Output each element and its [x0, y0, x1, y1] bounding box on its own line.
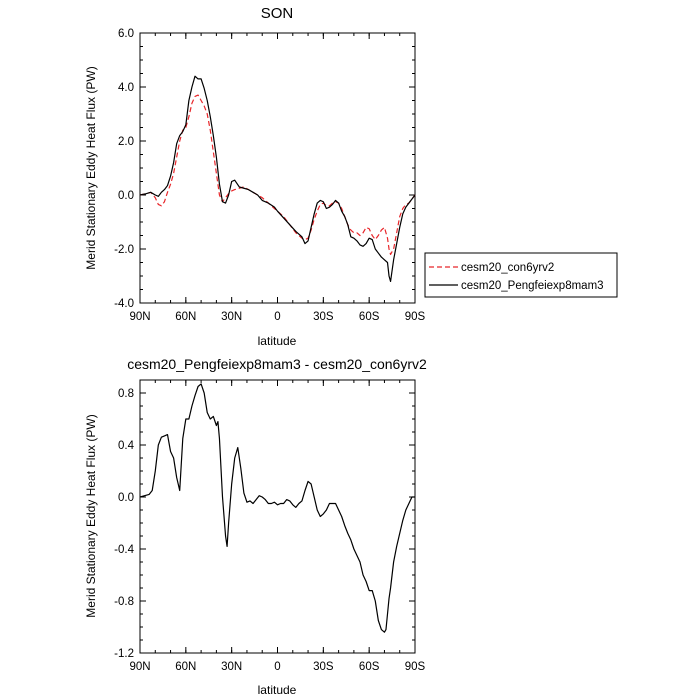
y-tick-label: -2.0 [114, 244, 134, 256]
y-tick-label: 6.0 [118, 28, 134, 40]
legend-label-pengfei: cesm20_Pengfeiexp8mam3 [461, 280, 604, 292]
y-tick-label: -0.4 [114, 544, 134, 556]
legend-label-con6yrv2: cesm20_con6yrv2 [461, 262, 554, 274]
x-tick-label: 30N [221, 311, 242, 323]
series-line-0 [139, 94, 416, 255]
legend: cesm20_con6yrv2 cesm20_Pengfeiexp8mam3 [424, 252, 618, 298]
panel-bottom: cesm20_Pengfeiexp8mam3 - cesm20_con6yrv2… [84, 356, 427, 697]
x-tick-label: 0 [274, 311, 280, 323]
y-tick-label: 2.0 [118, 136, 134, 148]
y-tick-label: 4.0 [118, 82, 134, 94]
x-tick-label: 60N [175, 311, 196, 323]
plot-frame [139, 32, 416, 304]
x-axis-label: latitude [258, 334, 297, 348]
y-axis: -1.2 -0.8 -0.4 0.0 0.4 0.8 [114, 379, 415, 660]
y-axis-label: Merid Stationary Eddy Heat Flux (PW) [84, 66, 98, 269]
y-tick-label: -0.8 [114, 596, 134, 608]
plot-frame [139, 379, 416, 654]
series-group [139, 75, 416, 282]
x-tick-label: 30S [313, 311, 334, 323]
chart-title: cesm20_Pengfeiexp8mam3 - cesm20_con6yrv2 [127, 356, 427, 372]
y-tick-label: 0.0 [118, 190, 134, 202]
series-group [139, 383, 415, 633]
y-tick-label: 0.8 [118, 388, 134, 400]
x-tick-label: 30S [313, 661, 334, 673]
x-tick-label: 60N [175, 661, 196, 673]
x-tick-label: 60S [359, 311, 380, 323]
y-tick-label: 0.0 [118, 492, 134, 504]
x-tick-label: 30N [221, 661, 242, 673]
x-axis: 90N 60N 30N 0 30S 60S 90S [129, 380, 426, 673]
y-tick-label: -4.0 [114, 298, 134, 310]
legend-box [424, 252, 618, 298]
chart-title: SON [261, 5, 294, 22]
y-tick-label: 0.4 [118, 440, 135, 452]
y-axis: -4.0 -2.0 0.0 2.0 4.0 6.0 [114, 28, 415, 310]
x-tick-label: 90N [129, 661, 150, 673]
y-axis-label: Merid Stationary Eddy Heat Flux (PW) [84, 414, 98, 617]
x-axis: 90N 60N 30N 0 30S 60S 90S [129, 33, 426, 323]
x-tick-label: 0 [274, 661, 280, 673]
panel-top: SON -4.0 -2.0 0.0 2.0 4.0 6.0 90N 60N 30N 0 30S 60… [84, 5, 618, 348]
series-line-1 [139, 75, 416, 282]
x-tick-label: 90S [405, 311, 426, 323]
y-tick-label: -1.2 [114, 648, 134, 660]
x-tick-label: 90S [405, 661, 426, 673]
x-tick-label: 60S [359, 661, 380, 673]
x-tick-label: 90N [129, 311, 150, 323]
x-axis-label: latitude [258, 683, 297, 697]
series-line-0 [139, 383, 415, 633]
